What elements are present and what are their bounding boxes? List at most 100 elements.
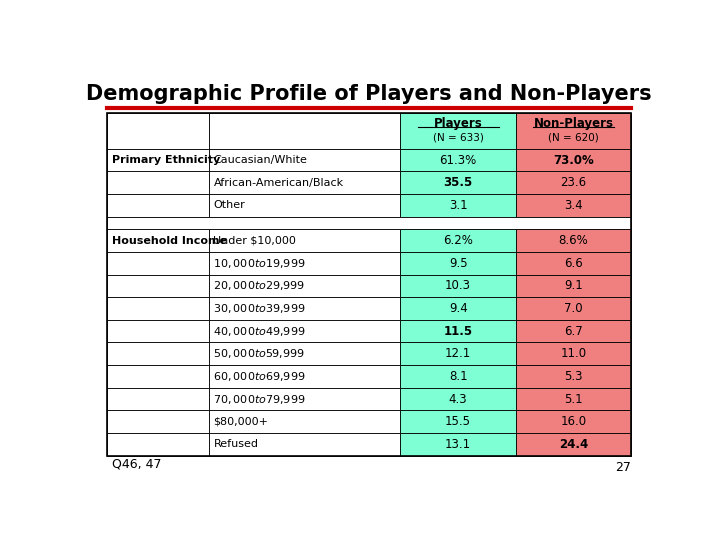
- Bar: [400, 410, 516, 433]
- Bar: [107, 274, 209, 297]
- Bar: [209, 433, 400, 456]
- Bar: [107, 252, 209, 274]
- Text: (N = 620): (N = 620): [548, 132, 599, 142]
- Bar: [400, 297, 516, 320]
- Text: Other: Other: [214, 200, 246, 211]
- Text: $10,000 to $19,999: $10,000 to $19,999: [214, 256, 306, 269]
- Text: 6.2%: 6.2%: [444, 234, 473, 247]
- Bar: [400, 274, 516, 297]
- Bar: [516, 229, 631, 252]
- Text: 23.6: 23.6: [560, 176, 587, 190]
- Text: $60,000 to $69,999: $60,000 to $69,999: [214, 370, 306, 383]
- Text: 6.7: 6.7: [564, 325, 583, 338]
- Bar: [400, 342, 516, 365]
- Bar: [516, 274, 631, 297]
- Bar: [209, 410, 400, 433]
- Bar: [400, 365, 516, 388]
- Bar: [400, 194, 516, 217]
- Bar: [107, 433, 209, 456]
- Text: Players: Players: [433, 117, 482, 130]
- Text: Demographic Profile of Players and Non-Players: Demographic Profile of Players and Non-P…: [86, 84, 652, 104]
- Bar: [400, 320, 516, 342]
- Bar: [209, 297, 400, 320]
- Bar: [209, 113, 400, 149]
- Bar: [516, 113, 631, 149]
- Bar: [516, 320, 631, 342]
- Text: Caucasian/White: Caucasian/White: [214, 155, 307, 165]
- Bar: [107, 113, 209, 149]
- Text: 24.4: 24.4: [559, 438, 588, 451]
- Bar: [400, 172, 516, 194]
- Bar: [209, 229, 400, 252]
- Bar: [209, 365, 400, 388]
- Text: 8.6%: 8.6%: [559, 234, 588, 247]
- Text: Primary Ethnicity: Primary Ethnicity: [112, 155, 220, 165]
- Text: Non-Players: Non-Players: [534, 117, 613, 130]
- Text: $70,000 to $79,999: $70,000 to $79,999: [214, 393, 306, 406]
- Bar: [516, 252, 631, 274]
- Text: 8.1: 8.1: [449, 370, 467, 383]
- Bar: [107, 217, 631, 229]
- Bar: [209, 342, 400, 365]
- Text: 15.5: 15.5: [445, 415, 471, 428]
- Bar: [400, 229, 516, 252]
- Text: 7.0: 7.0: [564, 302, 583, 315]
- Text: (N = 633): (N = 633): [433, 132, 484, 142]
- Bar: [516, 410, 631, 433]
- Bar: [400, 149, 516, 172]
- Bar: [107, 229, 209, 252]
- Bar: [516, 297, 631, 320]
- Text: 6.6: 6.6: [564, 256, 583, 269]
- Text: 12.1: 12.1: [445, 347, 472, 360]
- Text: Refused: Refused: [214, 440, 258, 449]
- Bar: [516, 433, 631, 456]
- Text: 11.0: 11.0: [560, 347, 587, 360]
- Bar: [400, 433, 516, 456]
- Text: 13.1: 13.1: [445, 438, 471, 451]
- Text: 11.5: 11.5: [444, 325, 473, 338]
- Bar: [209, 320, 400, 342]
- Text: $50,000 to $59,999: $50,000 to $59,999: [214, 347, 305, 360]
- Text: $80,000+: $80,000+: [214, 417, 269, 427]
- Bar: [400, 113, 516, 149]
- Text: 27: 27: [616, 461, 631, 474]
- Text: 3.1: 3.1: [449, 199, 467, 212]
- Text: Q46, 47: Q46, 47: [112, 457, 162, 470]
- Bar: [107, 410, 209, 433]
- Text: African-American/Black: African-American/Black: [214, 178, 343, 188]
- Text: 4.3: 4.3: [449, 393, 467, 406]
- Text: 10.3: 10.3: [445, 279, 471, 292]
- Text: 35.5: 35.5: [444, 176, 473, 190]
- Bar: [209, 172, 400, 194]
- Text: $40,000 to $49,999: $40,000 to $49,999: [214, 325, 306, 338]
- Text: 3.4: 3.4: [564, 199, 583, 212]
- Bar: [107, 149, 209, 172]
- Bar: [107, 342, 209, 365]
- Bar: [209, 388, 400, 410]
- Bar: [400, 252, 516, 274]
- Bar: [516, 365, 631, 388]
- Bar: [209, 274, 400, 297]
- Bar: [209, 252, 400, 274]
- Text: Under $10,000: Under $10,000: [214, 235, 297, 246]
- Bar: [209, 194, 400, 217]
- Text: 9.1: 9.1: [564, 279, 583, 292]
- Text: 9.4: 9.4: [449, 302, 467, 315]
- Text: 16.0: 16.0: [560, 415, 587, 428]
- Bar: [107, 365, 209, 388]
- Bar: [516, 342, 631, 365]
- Text: 5.3: 5.3: [564, 370, 582, 383]
- Bar: [107, 172, 209, 194]
- Text: 73.0%: 73.0%: [553, 154, 594, 167]
- Bar: [107, 297, 209, 320]
- Bar: [516, 149, 631, 172]
- Bar: [107, 320, 209, 342]
- Bar: [209, 149, 400, 172]
- Bar: [400, 388, 516, 410]
- Bar: [516, 172, 631, 194]
- Text: 61.3%: 61.3%: [439, 154, 477, 167]
- Bar: [107, 194, 209, 217]
- Text: Household Income: Household Income: [112, 235, 228, 246]
- Text: $20,000 to $29,999: $20,000 to $29,999: [214, 279, 306, 292]
- Bar: [516, 388, 631, 410]
